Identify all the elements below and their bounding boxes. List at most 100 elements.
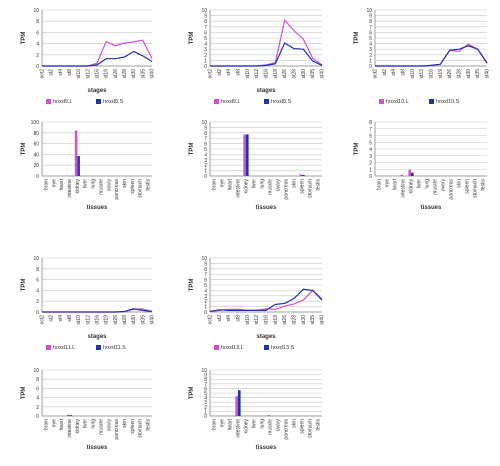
y-tick-label: 5 bbox=[204, 283, 207, 289]
x-tick-label: heart bbox=[59, 418, 65, 430]
y-tick-label: 40 bbox=[33, 152, 39, 158]
y-tick-label: 2 bbox=[204, 405, 207, 411]
bar bbox=[235, 396, 238, 416]
x-tick-label: st19 bbox=[273, 69, 279, 79]
x-tick-label: heart bbox=[59, 178, 65, 190]
x-tick-label: heart bbox=[228, 178, 234, 190]
y-tick-label: 6 bbox=[369, 30, 372, 36]
x-tick-label: st10 bbox=[76, 69, 82, 79]
x-tick-label: skin bbox=[122, 419, 128, 428]
x-axis-label: tissues bbox=[87, 445, 108, 451]
x-tick-label: intestine bbox=[401, 179, 407, 198]
y-tick-label: 9 bbox=[204, 261, 207, 267]
y-tick-label: 6 bbox=[369, 134, 372, 140]
legend-label: hoxd13.L bbox=[221, 345, 244, 351]
legend-swatch bbox=[96, 345, 101, 350]
y-tick-label: 8 bbox=[36, 19, 39, 25]
x-tick-label: spleen bbox=[300, 419, 306, 434]
x-tick-label: st8 bbox=[67, 69, 73, 76]
x-tick-label: oct2 bbox=[208, 69, 214, 79]
y-tick-label: 7 bbox=[204, 272, 207, 278]
x-tick-label: st2 bbox=[217, 315, 223, 322]
y-tick-label: 0 bbox=[36, 414, 39, 420]
y-tick-label: 4 bbox=[204, 288, 207, 294]
x-tick-label: stomach bbox=[308, 419, 314, 438]
x-tick-label: liver bbox=[83, 179, 89, 189]
x-tick-label: heart bbox=[228, 418, 234, 430]
y-tick-label: 60 bbox=[33, 142, 39, 148]
x-axis-label: tissues bbox=[256, 205, 277, 211]
y-tick-label: 5 bbox=[369, 140, 372, 146]
x-tick-label: lung bbox=[425, 179, 431, 189]
x-tick-label: st10 bbox=[410, 69, 416, 79]
y-axis-label: TPM bbox=[189, 387, 195, 400]
y-tick-label: 7 bbox=[204, 382, 207, 388]
bar bbox=[299, 174, 302, 176]
chart-panel-9: 0 2 4 6 8 10 TPM brain eye heart intestine kidney li… bbox=[21, 368, 152, 451]
x-tick-label: st28 bbox=[122, 315, 128, 325]
x-axis-label: stages bbox=[87, 88, 107, 94]
x-tick-label: st30 bbox=[131, 69, 137, 79]
y-tick-label: 7 bbox=[369, 127, 372, 133]
x-tick-label: kidney bbox=[75, 179, 81, 194]
legend-label: hoxd9.S bbox=[103, 99, 124, 105]
x-tick-label: st4 bbox=[391, 69, 397, 76]
y-tick-label: 4 bbox=[369, 42, 372, 48]
y-tick-label: 7 bbox=[369, 25, 372, 31]
x-tick-label: eye bbox=[220, 179, 226, 187]
x-tick-label: muscle bbox=[268, 419, 274, 435]
x-tick-label: liver bbox=[252, 179, 258, 189]
y-tick-label: 6 bbox=[204, 30, 207, 36]
y-tick-label: 5 bbox=[369, 36, 372, 42]
x-tick-label: st26 bbox=[282, 69, 288, 79]
legend: hoxd9.L hoxd9.S bbox=[214, 99, 292, 105]
x-tick-label: lung bbox=[91, 179, 97, 189]
legend: hoxd9.L hoxd9.S bbox=[46, 99, 124, 105]
x-tick-label: st30 bbox=[301, 69, 307, 79]
x-tick-label: testis bbox=[316, 419, 322, 431]
x-tick-label: lung bbox=[91, 419, 97, 429]
bar bbox=[302, 174, 305, 176]
x-tick-label: st19 bbox=[438, 69, 444, 79]
y-tick-label: 10 bbox=[201, 120, 207, 126]
y-tick-label: 4 bbox=[36, 288, 39, 294]
y-tick-label: 8 bbox=[204, 131, 207, 137]
y-tick-label: 0 bbox=[204, 414, 207, 420]
y-tick-label: 0 bbox=[204, 310, 207, 316]
y-tick-label: 3 bbox=[204, 47, 207, 53]
x-tick-label: spleen bbox=[130, 179, 136, 194]
x-tick-label: st28 bbox=[122, 69, 128, 79]
x-tick-label: eye bbox=[385, 179, 391, 187]
y-tick-label: 0 bbox=[36, 174, 39, 180]
x-tick-label: skin bbox=[122, 179, 128, 188]
y-tick-label: 8 bbox=[369, 19, 372, 25]
x-tick-label: pancreas bbox=[284, 419, 290, 440]
legend-label: hoxd10.L bbox=[386, 99, 409, 105]
x-tick-label: st4 bbox=[226, 315, 232, 322]
x-tick-label: st12 bbox=[254, 69, 260, 79]
legend-label: hoxd10.S bbox=[436, 99, 460, 105]
x-tick-label: muscle bbox=[433, 179, 439, 195]
y-tick-label: 8 bbox=[204, 19, 207, 25]
y-axis-label: TPM bbox=[189, 279, 195, 292]
x-tick-label: brain bbox=[212, 419, 218, 430]
x-tick-label: intestine bbox=[67, 179, 73, 198]
y-tick-label: 0 bbox=[204, 64, 207, 70]
x-tick-label: eye bbox=[51, 419, 57, 427]
y-tick-label: 5 bbox=[204, 147, 207, 153]
x-tick-label: muscle bbox=[98, 179, 104, 195]
y-tick-label: 1 bbox=[204, 169, 207, 175]
x-tick-label: ovary bbox=[441, 179, 447, 192]
x-axis-label: tissues bbox=[87, 205, 108, 211]
x-tick-label: st16 bbox=[95, 69, 101, 79]
y-tick-label: 2 bbox=[204, 299, 207, 305]
y-tick-label: 10 bbox=[201, 368, 207, 374]
y-tick-label: 0 bbox=[36, 64, 39, 70]
x-tick-label: st30 bbox=[131, 315, 137, 325]
bar bbox=[400, 174, 403, 176]
series-line-hoxd10-S bbox=[375, 45, 488, 67]
x-tick-label: liver bbox=[83, 419, 89, 429]
y-axis-label: TPM bbox=[21, 32, 27, 45]
